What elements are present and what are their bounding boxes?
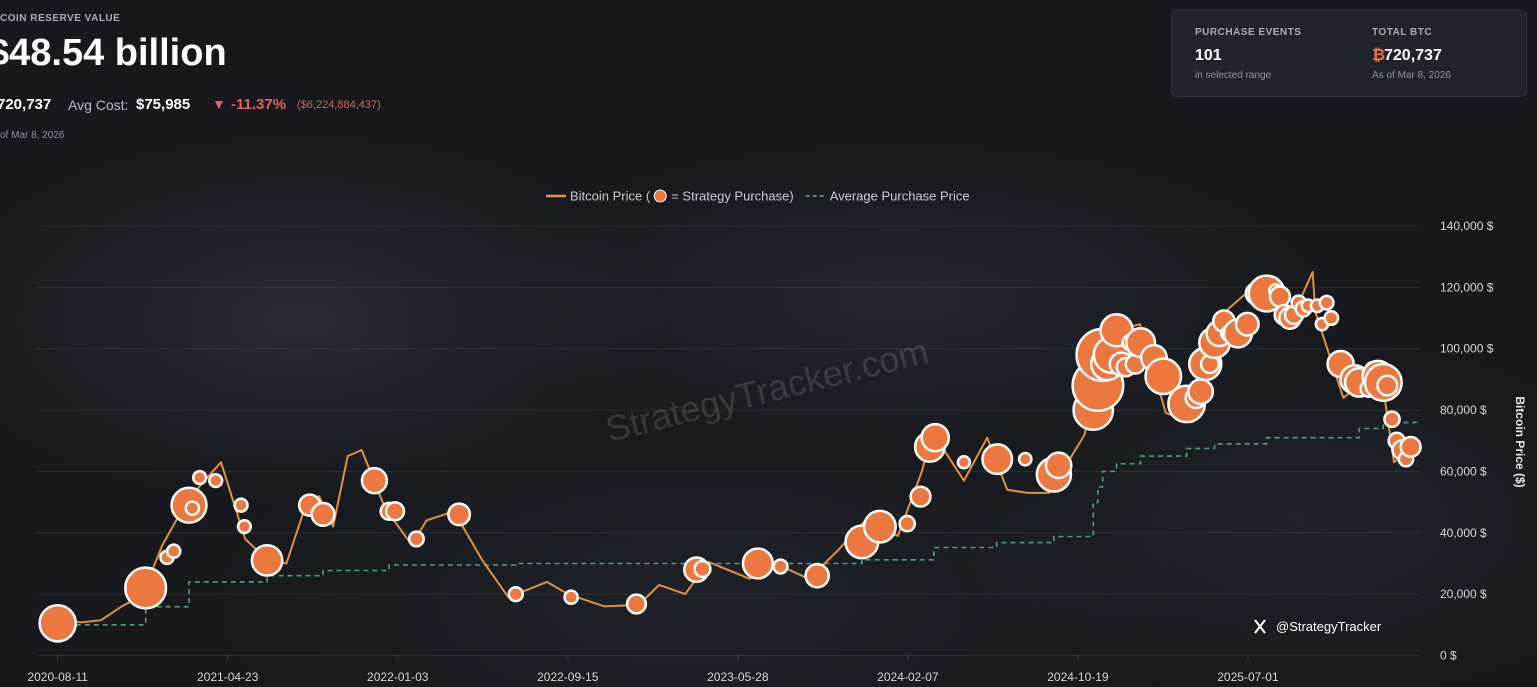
purchase-bubble <box>1144 357 1183 396</box>
purchase-bubble <box>384 501 406 522</box>
purchase-bubble <box>1268 285 1292 308</box>
total-value: 720,737 <box>1384 47 1442 64</box>
y-tick-label: 80,000 $ <box>1440 403 1487 417</box>
purchase-bubble <box>693 559 712 579</box>
reserve-value: $48.54 billion <box>0 32 227 74</box>
avg-cost: $75,985 <box>136 96 191 113</box>
purchase-bubble <box>507 585 524 603</box>
purchase-bubble <box>1318 294 1335 311</box>
purchase-bubble <box>250 543 284 577</box>
purchase-bubble <box>920 422 951 453</box>
purchase-bubble <box>447 502 472 527</box>
purchase-bubble <box>981 443 1014 476</box>
events-value: 101 <box>1195 47 1222 64</box>
btc-holdings: 720,737 <box>0 96 52 113</box>
events-label: PURCHASE EVENTS <box>1195 27 1302 38</box>
as-of: of Mar 8, 2026 <box>0 130 65 141</box>
x-tick-label: 2022-01-03 <box>367 670 429 684</box>
y-tick-label: 60,000 $ <box>1440 464 1487 478</box>
purchase-bubble <box>1376 374 1399 397</box>
total-sub: As of Mar 8, 2026 <box>1372 70 1451 81</box>
purchase-bubble <box>407 530 425 548</box>
average-price-line <box>57 421 1420 626</box>
x-logo-stroke <box>1254 619 1266 634</box>
purchase-bubble <box>1187 378 1215 406</box>
change-pct: -11.37% <box>231 96 287 113</box>
y-tick-label: 0 $ <box>1440 649 1457 663</box>
purchase-bubble <box>310 501 336 527</box>
purchase-bubble <box>956 454 972 470</box>
x-logo <box>1254 619 1266 634</box>
purchase-bubble <box>236 519 252 535</box>
watermark: StrategyTracker.com <box>602 330 933 450</box>
x-tick-label: 2024-02-07 <box>877 670 939 684</box>
y-tick-label: 140,000 $ <box>1440 219 1494 233</box>
events-sub: in selected range <box>1195 70 1272 81</box>
purchase-bubble <box>360 466 389 495</box>
purchase-bubble <box>233 497 249 513</box>
purchase-bubble <box>1017 451 1033 467</box>
purchase-bubble <box>772 558 789 575</box>
purchase-bubble <box>898 514 917 533</box>
purchase-bubble <box>1234 311 1260 337</box>
credit: @StrategyTracker <box>1276 619 1382 634</box>
legend-label: Average Purchase Price <box>830 189 970 204</box>
x-tick-label: 2025-07-01 <box>1217 670 1279 684</box>
purchase-bubble <box>804 562 831 589</box>
legend-swatch <box>653 189 667 203</box>
purchase-bubble <box>1323 310 1340 327</box>
change-arrow: ▼ <box>212 96 226 112</box>
purchase-bubble <box>1383 410 1401 429</box>
purchase-bubble <box>909 485 932 508</box>
purchase-bubble <box>184 500 201 517</box>
y-tick-label: 100,000 $ <box>1440 342 1494 356</box>
legend-label: = Strategy Purchase) <box>671 189 793 204</box>
purchase-bubble <box>625 593 648 615</box>
x-tick-label: 2021-04-23 <box>197 670 259 684</box>
legend-label: Bitcoin Price ( <box>570 189 651 204</box>
y-tick-label: 40,000 $ <box>1440 526 1487 540</box>
purchase-bubble <box>165 543 182 559</box>
total-label: TOTAL BTC <box>1372 27 1433 38</box>
grid <box>35 225 1420 660</box>
btc-symbol: ₿ <box>1372 47 1386 64</box>
x-tick-label: 2020-08-11 <box>27 670 88 684</box>
header-label: COIN RESERVE VALUE <box>0 13 121 24</box>
purchase-bubble <box>208 472 224 489</box>
purchase-bubble <box>192 469 208 486</box>
x-tick-label: 2024-10-19 <box>1047 670 1109 684</box>
change-usd: ($6,224,884,437) <box>297 99 381 111</box>
purchase-bubble <box>741 547 774 580</box>
legend: Bitcoin Price ( = Strategy Purchase) Avera… <box>546 189 970 204</box>
y-tick-label: 20,000 $ <box>1440 587 1487 601</box>
y-axis-title: Bitcoin Price ($) <box>1513 396 1527 487</box>
avg-cost-label: Avg Cost: <box>68 97 129 113</box>
x-tick-label: 2023-05-28 <box>707 670 769 684</box>
purchase-bubble <box>563 589 579 606</box>
purchase-bubble <box>1044 451 1073 480</box>
y-tick-label: 120,000 $ <box>1440 280 1494 294</box>
purchase-bubble <box>124 566 168 610</box>
x-tick-label: 2022-09-15 <box>537 670 599 684</box>
purchase-bubble <box>862 509 897 544</box>
purchase-bubble <box>1399 435 1422 459</box>
purchase-bubble <box>38 603 77 643</box>
stats-card: PURCHASE EVENTS 101 in selected range TO… <box>1171 10 1527 97</box>
